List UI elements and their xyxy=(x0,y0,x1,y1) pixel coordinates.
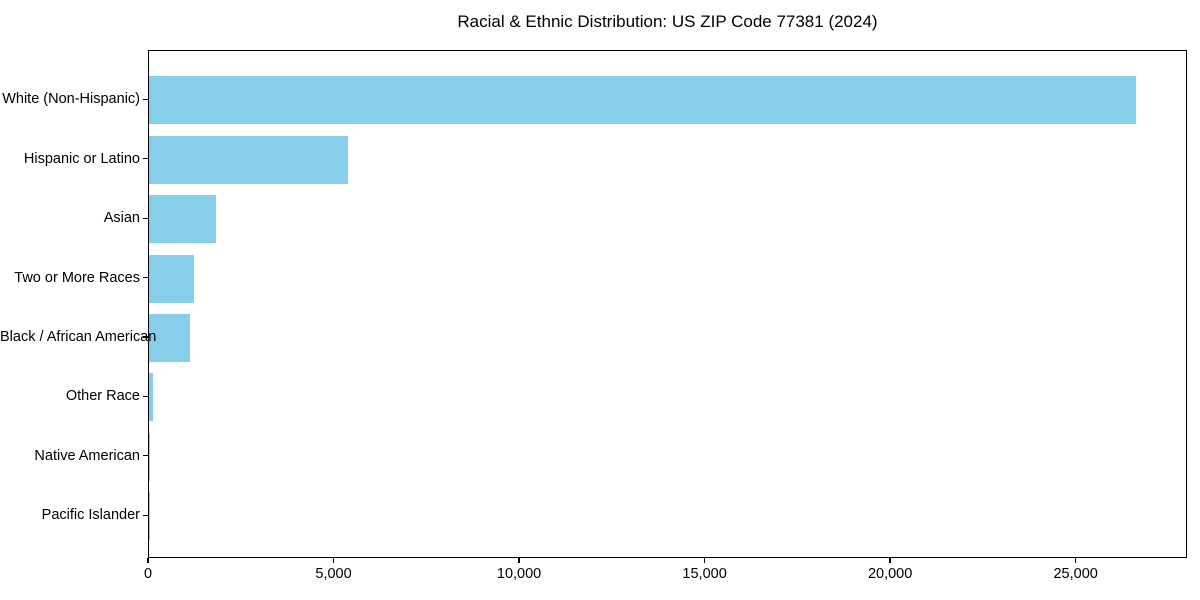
x-tick-mark xyxy=(518,558,520,563)
y-tick-label: Native American xyxy=(34,447,140,464)
x-tick-mark xyxy=(703,558,706,563)
y-tick-label: Hispanic or Latino xyxy=(23,150,140,167)
x-tick-label: 25,000 xyxy=(1053,566,1098,582)
x-tick-label: 0 xyxy=(143,566,153,582)
x-tick-label: 10,000 xyxy=(496,566,542,582)
bar-two-or-more-races xyxy=(149,254,194,303)
bar-other-race xyxy=(149,373,153,422)
plot-area xyxy=(148,50,1187,558)
x-tick-mark xyxy=(147,558,149,563)
y-tick-mark xyxy=(143,336,148,338)
bar-black-african-american xyxy=(149,314,190,362)
y-tick-mark xyxy=(143,217,148,219)
x-tick-mark xyxy=(1075,558,1077,563)
x-tick-label: 20,000 xyxy=(867,566,913,582)
y-tick-label: Black / African American xyxy=(0,329,157,345)
y-tick-label: White (Non-Hispanic) xyxy=(2,91,140,108)
x-tick-mark xyxy=(889,558,891,563)
y-tick-label: Asian xyxy=(103,210,140,227)
y-tick-label: Pacific Islander xyxy=(41,507,140,524)
y-tick-label: Other Race xyxy=(65,388,140,405)
y-tick-mark xyxy=(143,514,148,516)
y-tick-label: Two or More Races xyxy=(14,269,140,286)
y-tick-mark xyxy=(143,395,148,398)
bar-asian xyxy=(149,195,217,244)
y-tick-mark xyxy=(143,455,148,457)
bar-hispanic-or-latino xyxy=(149,135,348,184)
x-tick-mark xyxy=(332,558,335,563)
x-tick-label: 15,000 xyxy=(682,566,727,582)
y-tick-mark xyxy=(143,158,148,160)
y-tick-mark xyxy=(143,98,148,101)
bar-white-non-hispanic xyxy=(149,76,1136,125)
bar-native-american xyxy=(149,432,150,481)
chart-title: Racial & Ethnic Distribution: US ZIP Cod… xyxy=(457,12,878,31)
y-tick-mark xyxy=(143,276,148,279)
x-tick-label: 5,000 xyxy=(315,566,352,582)
